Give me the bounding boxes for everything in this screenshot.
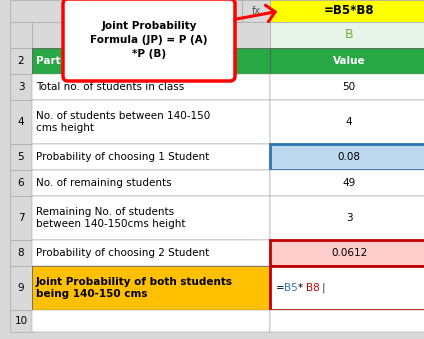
Bar	[32, 196, 270, 240]
Bar	[32, 48, 270, 74]
Bar	[32, 22, 270, 48]
Bar	[10, 170, 32, 196]
Bar	[230, 0, 242, 22]
Text: 3: 3	[18, 82, 24, 92]
Bar	[270, 48, 424, 74]
Text: B: B	[345, 28, 353, 41]
Bar	[10, 100, 32, 144]
Text: =: =	[276, 283, 285, 293]
Text: 50: 50	[343, 82, 356, 92]
Text: *: *	[298, 283, 303, 293]
Bar	[10, 196, 32, 240]
FancyBboxPatch shape	[63, 0, 235, 81]
Bar	[270, 196, 424, 240]
Text: 49: 49	[342, 178, 356, 188]
Text: No. of remaining students: No. of remaining students	[36, 178, 172, 188]
Bar	[32, 310, 270, 332]
Bar	[10, 22, 32, 48]
Bar	[270, 22, 424, 48]
Text: Probability of choosing 2 Student: Probability of choosing 2 Student	[36, 248, 209, 258]
Bar	[32, 74, 270, 100]
Text: 5: 5	[18, 152, 24, 162]
Text: B5: B5	[284, 283, 298, 293]
Text: Value: Value	[333, 56, 365, 66]
Text: 4: 4	[346, 117, 352, 127]
Bar	[270, 240, 424, 266]
Text: Total no. of students in class: Total no. of students in class	[36, 82, 184, 92]
Bar	[270, 266, 424, 310]
Bar	[270, 144, 424, 170]
Bar	[270, 74, 424, 100]
Text: 10: 10	[14, 316, 28, 326]
Text: Probability of choosing 1 Student: Probability of choosing 1 Student	[36, 152, 209, 162]
Text: 6: 6	[18, 178, 24, 188]
Bar	[32, 170, 270, 196]
Text: 0.0612: 0.0612	[331, 248, 367, 258]
Bar	[270, 170, 424, 196]
Bar	[10, 0, 424, 22]
Bar	[270, 0, 424, 22]
Text: Remaining No. of students
between 140-150cms height: Remaining No. of students between 140-15…	[36, 207, 186, 229]
Text: Joint Probability
Formula (JP) = P (A)
*P (B): Joint Probability Formula (JP) = P (A) *…	[90, 21, 208, 59]
Bar	[10, 266, 32, 310]
Text: B8: B8	[306, 283, 320, 293]
Text: Joint Probability of both students
being 140-150 cms: Joint Probability of both students being…	[36, 277, 233, 299]
Text: fx: fx	[251, 6, 261, 16]
Bar	[32, 240, 270, 266]
Bar	[10, 310, 32, 332]
Text: 4: 4	[18, 117, 24, 127]
Text: 0.08: 0.08	[338, 152, 360, 162]
Text: |: |	[322, 283, 326, 293]
Text: 9: 9	[18, 283, 24, 293]
Bar	[270, 310, 424, 332]
Bar	[10, 48, 32, 74]
Bar	[32, 266, 270, 310]
Text: 2: 2	[18, 56, 24, 66]
Text: 7: 7	[18, 213, 24, 223]
Text: Particulars: Particulars	[36, 56, 100, 66]
Text: 8: 8	[18, 248, 24, 258]
Bar	[32, 100, 270, 144]
Text: No. of students between 140-150
cms height: No. of students between 140-150 cms heig…	[36, 111, 210, 133]
Bar	[10, 144, 32, 170]
Text: =B5*B8: =B5*B8	[324, 4, 374, 18]
Bar	[242, 0, 270, 22]
Bar	[10, 74, 32, 100]
FancyArrowPatch shape	[235, 5, 275, 22]
Bar	[270, 100, 424, 144]
Bar	[32, 144, 270, 170]
Bar	[10, 240, 32, 266]
Text: 3: 3	[346, 213, 352, 223]
